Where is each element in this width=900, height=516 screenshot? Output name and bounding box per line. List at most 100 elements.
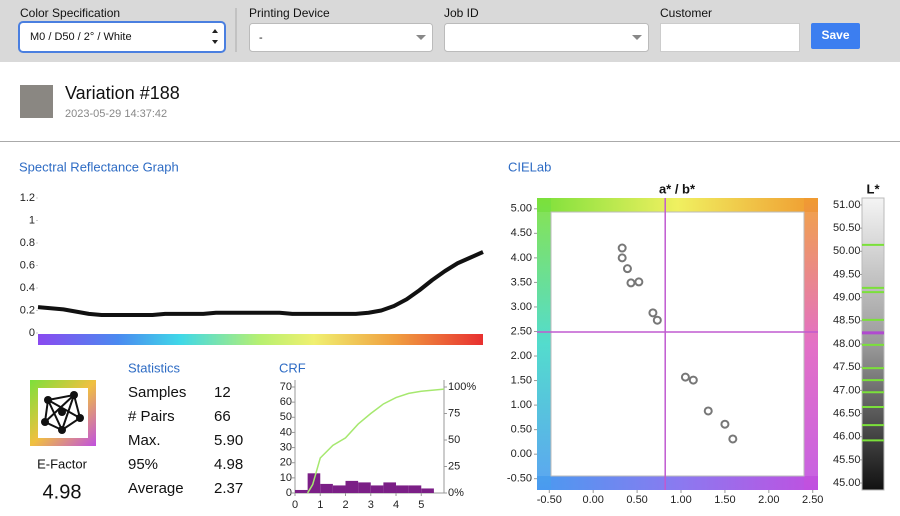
y-tick-label: 0.2	[20, 304, 35, 316]
variation-title: Variation #188	[65, 83, 180, 103]
y-tick-label: 60	[280, 396, 292, 408]
l-tick-label: 49.50	[833, 268, 861, 280]
l-tick-label: 50.00	[833, 245, 861, 257]
stat-label: Average	[128, 480, 184, 497]
field-label: Color Specification	[20, 6, 120, 20]
histogram-bar	[295, 489, 308, 493]
l-tick-label: 46.50	[833, 407, 861, 419]
y-tick-label: 70	[280, 381, 292, 393]
select[interactable]	[444, 23, 649, 52]
y-tick-label: 3.50	[511, 276, 532, 288]
y2-tick-label: 75	[448, 407, 460, 419]
y-tick-label: 20	[280, 457, 292, 469]
save-label: Save	[821, 28, 849, 42]
stat-label: Samples	[128, 384, 186, 401]
y-tick-label: 5.00	[511, 203, 532, 215]
histogram-bar	[383, 482, 397, 493]
select-arrow	[632, 35, 642, 40]
y2-tick-label: 0%	[448, 487, 464, 499]
y-tick-label: 4.50	[511, 227, 532, 239]
y-tick-label: 1.2	[20, 192, 35, 204]
l-tick-label: 45.00	[833, 477, 861, 489]
sample-point	[617, 243, 627, 253]
l-tick-label: 50.50	[833, 222, 861, 234]
l-tick-label: 47.00	[833, 384, 861, 396]
y-tick-label: 1.00	[511, 399, 532, 411]
spectral-curve	[37, 250, 484, 317]
y-tick-label: 0.6	[20, 259, 35, 271]
select-value: M0 / D50 / 2° / White	[30, 31, 132, 43]
field-label: Job ID	[444, 6, 479, 20]
histogram-bar	[396, 485, 409, 493]
sample-point	[680, 372, 690, 382]
y-tick-label: 0.00	[511, 448, 532, 460]
y-tick-label: 1.50	[511, 374, 532, 386]
stat-value: 66	[214, 408, 231, 425]
histogram-bar	[421, 488, 434, 493]
l-tick-label: 47.50	[833, 361, 861, 373]
y-tick-label: 10	[280, 472, 292, 484]
stat-value: 5.90	[214, 432, 243, 449]
sample-point	[617, 253, 627, 263]
sample-point	[648, 308, 658, 318]
x-tick-label: 1.50	[714, 494, 735, 506]
y-tick-label: 2.50	[511, 325, 532, 337]
histogram-bar	[320, 483, 333, 493]
y-tick-label: 0.50	[511, 424, 532, 436]
histogram-bar	[332, 485, 346, 493]
select-arrow	[416, 35, 426, 40]
l-tick-label: 46.00	[833, 431, 861, 443]
x-tick-label: 0.00	[582, 494, 603, 506]
select[interactable]	[18, 21, 226, 53]
x-tick-label: 2	[342, 499, 348, 511]
timestamp: 2023-05-29 14:37:42	[65, 108, 167, 120]
section-title: Statistics	[128, 360, 181, 375]
y-tick-label: 40	[280, 426, 292, 438]
y2-tick-label: 100%	[448, 381, 476, 393]
x-tick-label: 5	[418, 499, 424, 511]
stat-label: 95%	[128, 456, 158, 473]
field-label: Customer	[660, 6, 712, 20]
stat-label: Max.	[128, 432, 161, 449]
sample-point	[634, 277, 644, 287]
sample-point	[720, 419, 730, 429]
l-tick-label: 51.00	[833, 199, 861, 211]
lightness-title: L*	[867, 181, 881, 196]
x-tick-label: 1.00	[670, 494, 691, 506]
efactor-value: 4.98	[43, 481, 82, 503]
x-tick-label: 4	[393, 499, 399, 511]
sample-point	[626, 278, 636, 288]
x-tick-label: 2.00	[758, 494, 779, 506]
stat-value: 12	[214, 384, 231, 401]
sample-point	[622, 264, 632, 274]
select-value: -	[259, 32, 263, 44]
select[interactable]	[249, 23, 433, 52]
x-tick-label: 0.50	[626, 494, 647, 506]
y-tick-label: 3.00	[511, 301, 532, 313]
l-tick-label: 48.00	[833, 338, 861, 350]
save-button[interactable]	[811, 23, 860, 49]
sample-point	[728, 434, 738, 444]
y-tick-label: -0.50	[507, 473, 532, 485]
sample-point	[688, 375, 698, 385]
y-tick-label: 0	[286, 487, 292, 499]
histogram-bar	[408, 485, 422, 493]
stat-value: 2.37	[214, 480, 243, 497]
y-tick-label: 0	[29, 327, 35, 339]
cielab-frame	[537, 198, 818, 490]
section-title: CIELab	[508, 159, 551, 174]
x-tick-label: -0.50	[537, 494, 562, 506]
section-title: CRF	[279, 360, 306, 375]
spectrum-bar	[38, 334, 483, 345]
l-tick-label: 45.50	[833, 454, 861, 466]
x-tick-label: 2.50	[802, 494, 823, 506]
efactor-label: E-Factor	[37, 456, 88, 471]
histogram-bar	[370, 485, 384, 493]
field-label: Printing Device	[249, 6, 330, 20]
y2-tick-label: 50	[448, 434, 460, 446]
y-tick-label: 1	[29, 214, 35, 226]
histogram-bar	[358, 482, 371, 493]
histogram-bar	[345, 480, 359, 493]
y-tick-label: 50	[280, 411, 292, 423]
text-input[interactable]	[660, 23, 800, 52]
